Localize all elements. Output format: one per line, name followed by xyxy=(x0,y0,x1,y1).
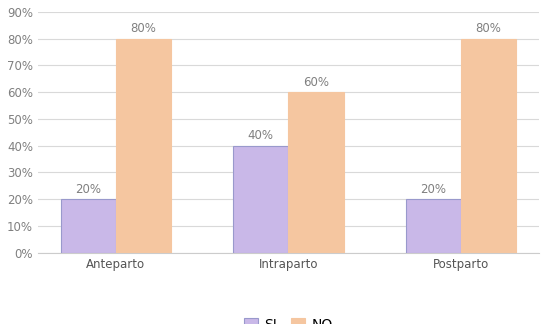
Text: 40%: 40% xyxy=(248,130,274,143)
Text: 60%: 60% xyxy=(303,76,329,89)
Text: 80%: 80% xyxy=(476,22,502,36)
Bar xyxy=(461,39,517,253)
Bar xyxy=(233,146,288,253)
Bar xyxy=(61,199,116,253)
Bar xyxy=(116,39,171,253)
Bar xyxy=(288,92,343,253)
Text: 20%: 20% xyxy=(75,183,101,196)
Text: 80%: 80% xyxy=(130,22,156,36)
Legend: SI, NO: SI, NO xyxy=(238,312,339,324)
Text: 20%: 20% xyxy=(420,183,447,196)
Bar xyxy=(406,199,461,253)
